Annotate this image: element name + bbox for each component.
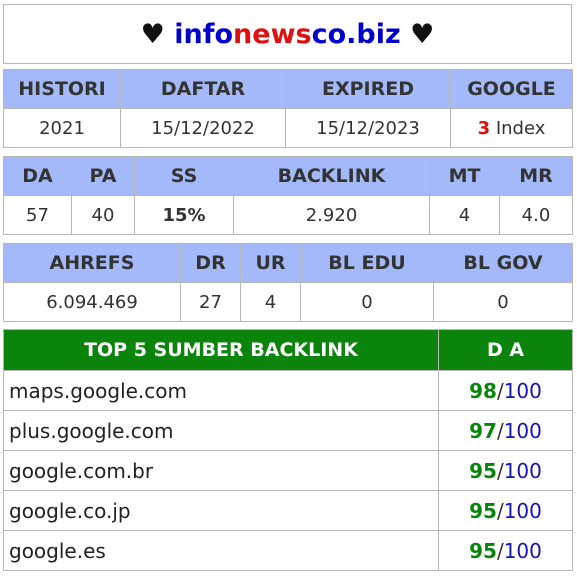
domain-part-news: news	[233, 18, 312, 50]
value-backlink: 2.920	[233, 195, 430, 235]
header-da: DA	[3, 156, 72, 196]
registration-table: HISTORI DAFTAR EXPIRED GOOGLE 2021 15/12…	[3, 69, 573, 148]
header-ur: UR	[240, 243, 301, 283]
value-daftar: 15/12/2022	[120, 108, 286, 148]
header-histori: HISTORI	[3, 69, 121, 109]
table-row: google.es 95/100	[3, 530, 573, 571]
da-max: 100	[503, 418, 542, 443]
header-backlink: BACKLINK	[233, 156, 430, 196]
domain-title: ♥ info news co.biz ♥	[3, 4, 572, 64]
value-dr: 27	[180, 282, 241, 322]
da-separator: /	[496, 378, 504, 403]
backlink-site: google.es	[3, 530, 439, 571]
backlink-site: google.co.jp	[3, 490, 439, 531]
header-bl-edu: BL EDU	[300, 243, 434, 283]
value-histori: 2021	[3, 108, 121, 148]
da-max: 100	[503, 498, 542, 523]
da-score: 97	[469, 418, 497, 443]
backlink-site: google.com.br	[3, 450, 439, 491]
domain-part-info: info	[174, 18, 234, 50]
header-daftar: DAFTAR	[120, 69, 286, 109]
table-row: google.com.br 95/100	[3, 450, 573, 491]
da-separator: /	[496, 458, 504, 483]
value-pa: 40	[71, 195, 135, 235]
backlink-da: 95/100	[438, 490, 573, 531]
header-mr: MR	[499, 156, 573, 196]
header-ahrefs: AHREFS	[3, 243, 181, 283]
da-separator: /	[496, 498, 504, 523]
header-ss: SS	[134, 156, 234, 196]
header-pa: PA	[71, 156, 135, 196]
value-da: 57	[3, 195, 72, 235]
da-max: 100	[503, 378, 542, 403]
value-ss: 15%	[134, 195, 234, 235]
header-top-backlinks: TOP 5 SUMBER BACKLINK	[3, 329, 439, 371]
da-score: 98	[469, 378, 497, 403]
value-bl-gov: 0	[433, 282, 573, 322]
google-index-label: Index	[495, 117, 546, 139]
value-ur: 4	[240, 282, 301, 322]
backlink-da: 95/100	[438, 450, 573, 491]
backlink-da: 95/100	[438, 530, 573, 571]
backlink-site: maps.google.com	[3, 370, 439, 411]
value-expired: 15/12/2023	[285, 108, 451, 148]
da-score: 95	[469, 498, 497, 523]
da-separator: /	[496, 538, 504, 563]
top-backlinks-table: TOP 5 SUMBER BACKLINK D A maps.google.co…	[3, 329, 573, 571]
header-google: GOOGLE	[450, 69, 573, 109]
da-max: 100	[503, 458, 542, 483]
backlink-da: 97/100	[438, 410, 573, 451]
header-dr: DR	[180, 243, 241, 283]
google-index-count: 3	[477, 117, 491, 139]
value-mt: 4	[429, 195, 500, 235]
domain-part-tld: co.biz	[311, 18, 401, 50]
header-da-score: D A	[438, 329, 573, 371]
backlink-site: plus.google.com	[3, 410, 439, 451]
metrics-table: DA PA SS BACKLINK MT MR 57 40 15% 2.920 …	[3, 156, 573, 235]
value-mr: 4.0	[499, 195, 573, 235]
da-separator: /	[496, 418, 504, 443]
table-row: maps.google.com 98/100	[3, 370, 573, 411]
header-bl-gov: BL GOV	[433, 243, 573, 283]
header-mt: MT	[429, 156, 500, 196]
da-score: 95	[469, 458, 497, 483]
heart-icon: ♥	[410, 18, 435, 50]
table-row: google.co.jp 95/100	[3, 490, 573, 531]
da-max: 100	[503, 538, 542, 563]
heart-icon: ♥	[140, 18, 165, 50]
value-bl-edu: 0	[300, 282, 434, 322]
header-expired: EXPIRED	[285, 69, 451, 109]
value-ahrefs: 6.094.469	[3, 282, 181, 322]
ahrefs-table: AHREFS DR UR BL EDU BL GOV 6.094.469 27 …	[3, 243, 573, 322]
table-row: plus.google.com 97/100	[3, 410, 573, 451]
da-score: 95	[469, 538, 497, 563]
value-google: 3 Index	[450, 108, 573, 148]
backlink-da: 98/100	[438, 370, 573, 411]
